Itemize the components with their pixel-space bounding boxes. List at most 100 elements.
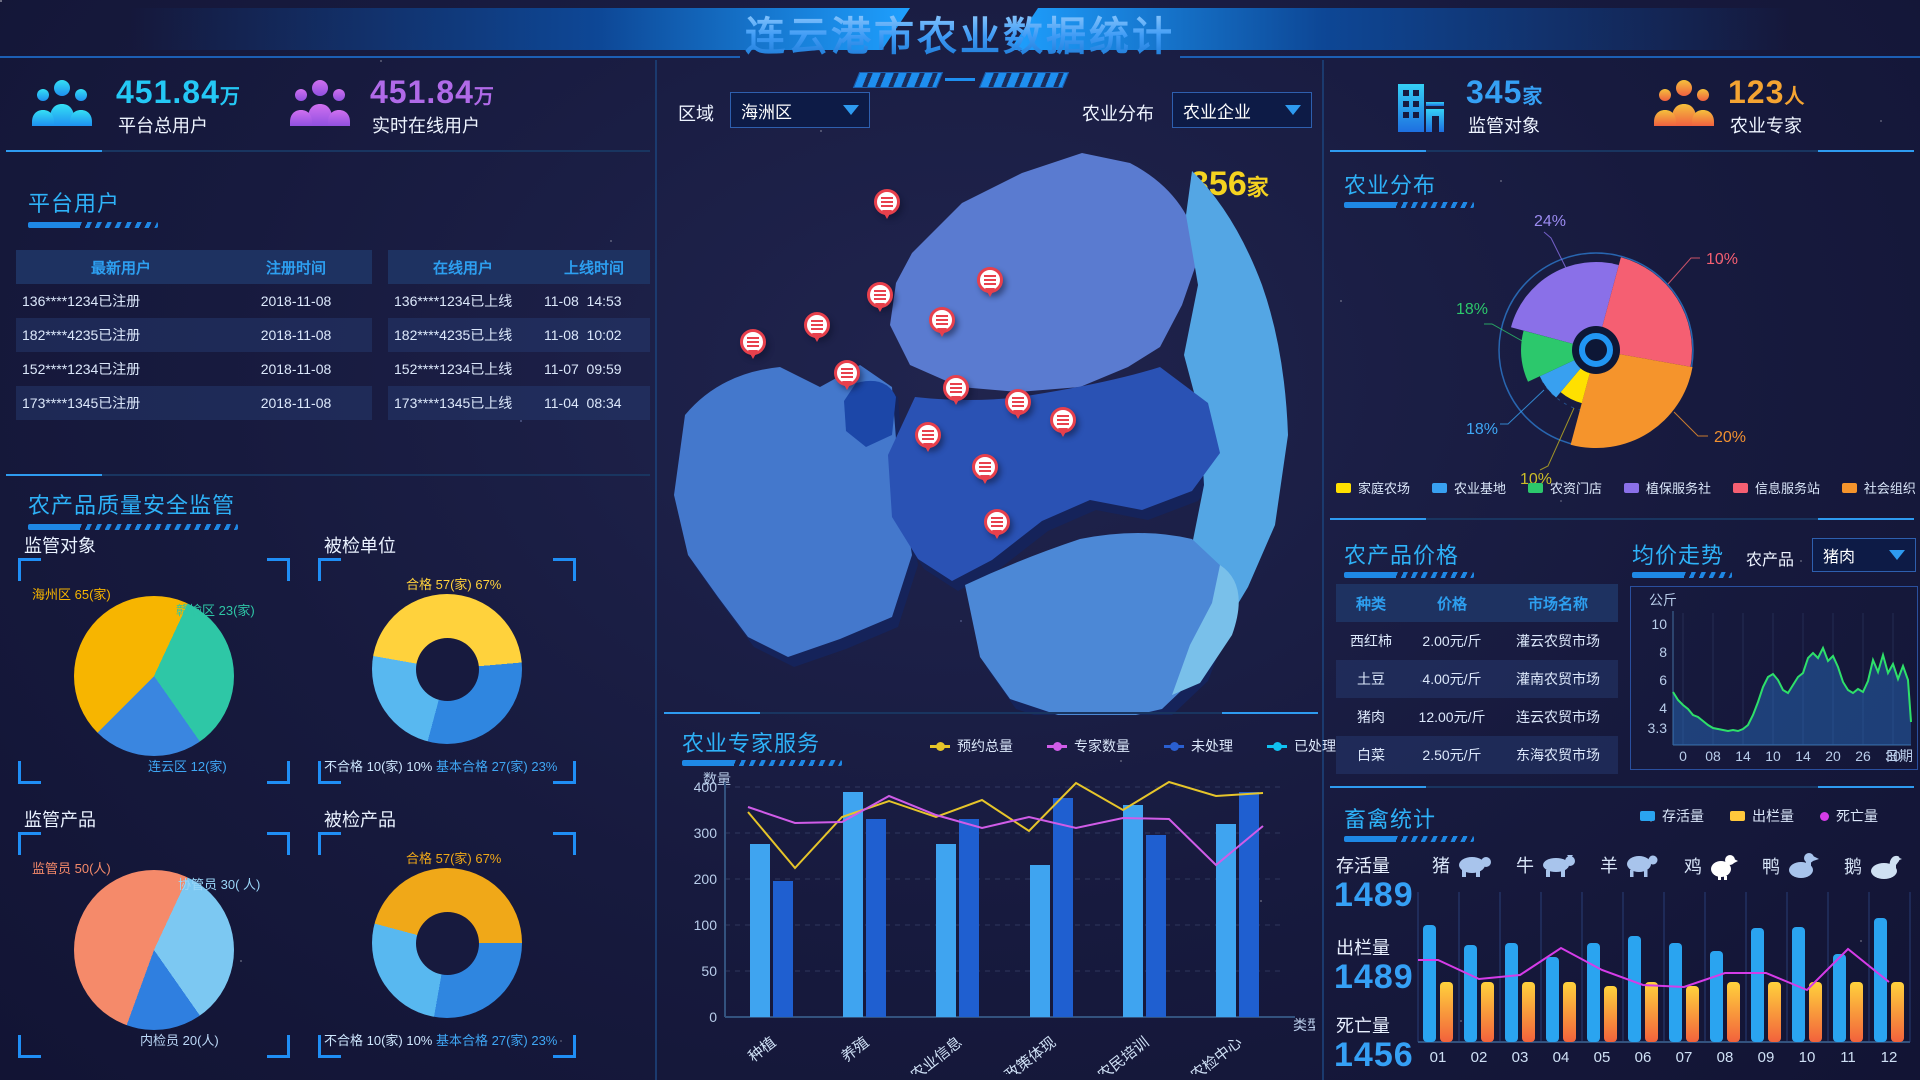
map-pin-icon[interactable] (972, 454, 998, 484)
legend-item[interactable]: 社会组织 (1841, 478, 1916, 497)
panel-title: 监管产品 (24, 810, 96, 830)
product-label: 农产品 (1746, 552, 1795, 569)
right-divider-1 (1330, 150, 1914, 152)
swatch-icon (1527, 482, 1543, 493)
legend-item[interactable]: 死亡量 (1820, 806, 1878, 826)
map-pin-icon[interactable] (740, 329, 766, 359)
legend-item[interactable]: 出栏量 (1730, 806, 1794, 826)
region-value: 海洲区 (741, 102, 792, 122)
cow-icon (1543, 855, 1575, 877)
svg-text:公斤: 公斤 (1649, 592, 1677, 608)
svg-text:10%: 10% (1706, 251, 1738, 268)
product-select[interactable]: 猪肉 (1812, 538, 1916, 572)
price-table: 种类 价格 市场名称 西红柿 2.00元/斤 灌云农贸市场 土豆 4.00元/斤 灌南农… (1336, 584, 1618, 774)
swatch-icon (1623, 482, 1639, 493)
center-divider (664, 712, 1318, 714)
duck-icon (1789, 853, 1819, 878)
header-deco-left (852, 72, 944, 88)
legend-item[interactable]: 专家数量 (1047, 736, 1130, 756)
legend-item[interactable]: 农资门店 (1527, 478, 1602, 497)
legend-item[interactable]: 预约总量 (930, 736, 1013, 756)
map-pin-icon[interactable] (874, 189, 900, 219)
map-region-west (674, 365, 912, 657)
map-pin-icon[interactable] (804, 312, 830, 342)
table-row: 西红柿 2.00元/斤 灌云农贸市场 (1350, 633, 1600, 649)
online-users-label: 实时在线用户 (372, 116, 480, 136)
table-row: 182****4235已上线 11-08 10:02 (388, 318, 650, 352)
table-row: 173****1345已注册 2018-11-08 (16, 386, 372, 420)
swatch-icon (1730, 811, 1745, 821)
region-select[interactable]: 海洲区 (730, 92, 870, 128)
right-divider-2 (1330, 518, 1914, 520)
svg-text:10: 10 (1799, 1049, 1816, 1066)
animal-goose: 鹅 (1844, 852, 1902, 880)
rose-slice-info-station[interactable] (1596, 257, 1692, 367)
map-pin-icon[interactable] (929, 307, 955, 337)
header-edge-left (0, 56, 740, 58)
map-pin-icon[interactable] (984, 509, 1010, 539)
livestock-chart: 01 02 03 04 05 06 07 08 09 10 11 12 (1417, 892, 1911, 1066)
svg-text:14: 14 (1795, 748, 1811, 764)
map-pin-icon[interactable] (1050, 407, 1076, 437)
rose-slice-agri-store[interactable] (1521, 330, 1596, 382)
svg-text:18%: 18% (1466, 421, 1498, 438)
svg-text:05: 05 (1594, 1049, 1611, 1066)
legend-item[interactable]: 存活量 (1640, 806, 1704, 826)
legend-item[interactable]: 家庭农场 (1336, 478, 1410, 497)
table-row: 白菜 2.50元/斤 东海农贸市场 (1336, 736, 1618, 774)
swatch-icon (1336, 482, 1351, 493)
map-pin-icon[interactable] (834, 360, 860, 390)
experts-icon (1654, 80, 1714, 126)
panel-title: 监管对象 (24, 536, 96, 556)
svg-text:100: 100 (694, 917, 718, 933)
enterprise-total: 356家 (1190, 165, 1269, 203)
legend-item[interactable]: 未处理 (1164, 736, 1233, 756)
experts-count-stat: 123人 (1728, 74, 1806, 110)
svg-text:01: 01 (1430, 1049, 1447, 1066)
legend-item[interactable]: 已处理 (1267, 736, 1336, 756)
divider-right (1322, 60, 1324, 1080)
svg-text:50: 50 (701, 963, 717, 979)
section-underline (28, 222, 158, 228)
register-table: 最新用户 注册时间 136****1234已注册 2018-11-08 182**… (16, 250, 372, 420)
svg-text:种植: 种植 (745, 1034, 779, 1066)
swatch-icon (1640, 811, 1655, 821)
table-row: 152****1234已注册 2018-11-08 (22, 361, 332, 377)
map-pin-icon[interactable] (1005, 389, 1031, 419)
panel-title: 被检产品 (324, 810, 396, 830)
pie-chart (74, 596, 234, 756)
online-users-stat: 451.84万 (370, 74, 495, 110)
expert-legend: 预约总量 专家数量 未处理 已处理 (930, 736, 1336, 756)
building-icon (1398, 84, 1444, 132)
distribution-select[interactable]: 农业企业 (1172, 92, 1312, 128)
svg-text:6: 6 (1659, 672, 1667, 688)
animal-cow: 牛 (1516, 852, 1576, 878)
section-underline (1344, 572, 1474, 578)
animal-pig: 猪 (1432, 852, 1492, 878)
rose-slice-social-org[interactable] (1570, 350, 1693, 449)
sheep-icon (1627, 855, 1658, 877)
map-region-north (890, 153, 1200, 392)
svg-text:0: 0 (709, 1009, 717, 1025)
legend-item[interactable]: 信息服务站 (1732, 478, 1820, 497)
svg-text:政策体现: 政策体现 (1002, 1034, 1060, 1074)
bars-survival (1423, 918, 1887, 1042)
map-pin-icon[interactable] (943, 375, 969, 405)
legend-item[interactable]: 植保服务社 (1623, 478, 1711, 497)
death-value: 1456 (1334, 1036, 1414, 1074)
svg-text:20: 20 (1825, 748, 1841, 764)
slaughter-value: 1489 (1334, 958, 1414, 996)
bars-unprocessed (773, 792, 1259, 1017)
legend-item[interactable]: 农业基地 (1431, 478, 1506, 497)
map-pin-icon[interactable] (915, 422, 941, 452)
online-table-header: 在线用户 上线时间 (388, 250, 650, 284)
line-marker-icon (930, 741, 950, 751)
section-underline (1632, 572, 1732, 578)
map-coast-tail (1172, 565, 1239, 695)
svg-text:农民培训: 农民培训 (1095, 1034, 1153, 1074)
pig-icon (1459, 857, 1491, 877)
animal-sheep: 羊 (1600, 852, 1660, 878)
map-pin-icon[interactable] (867, 282, 893, 312)
section-underline (682, 760, 842, 766)
map-pin-icon[interactable] (977, 267, 1003, 297)
